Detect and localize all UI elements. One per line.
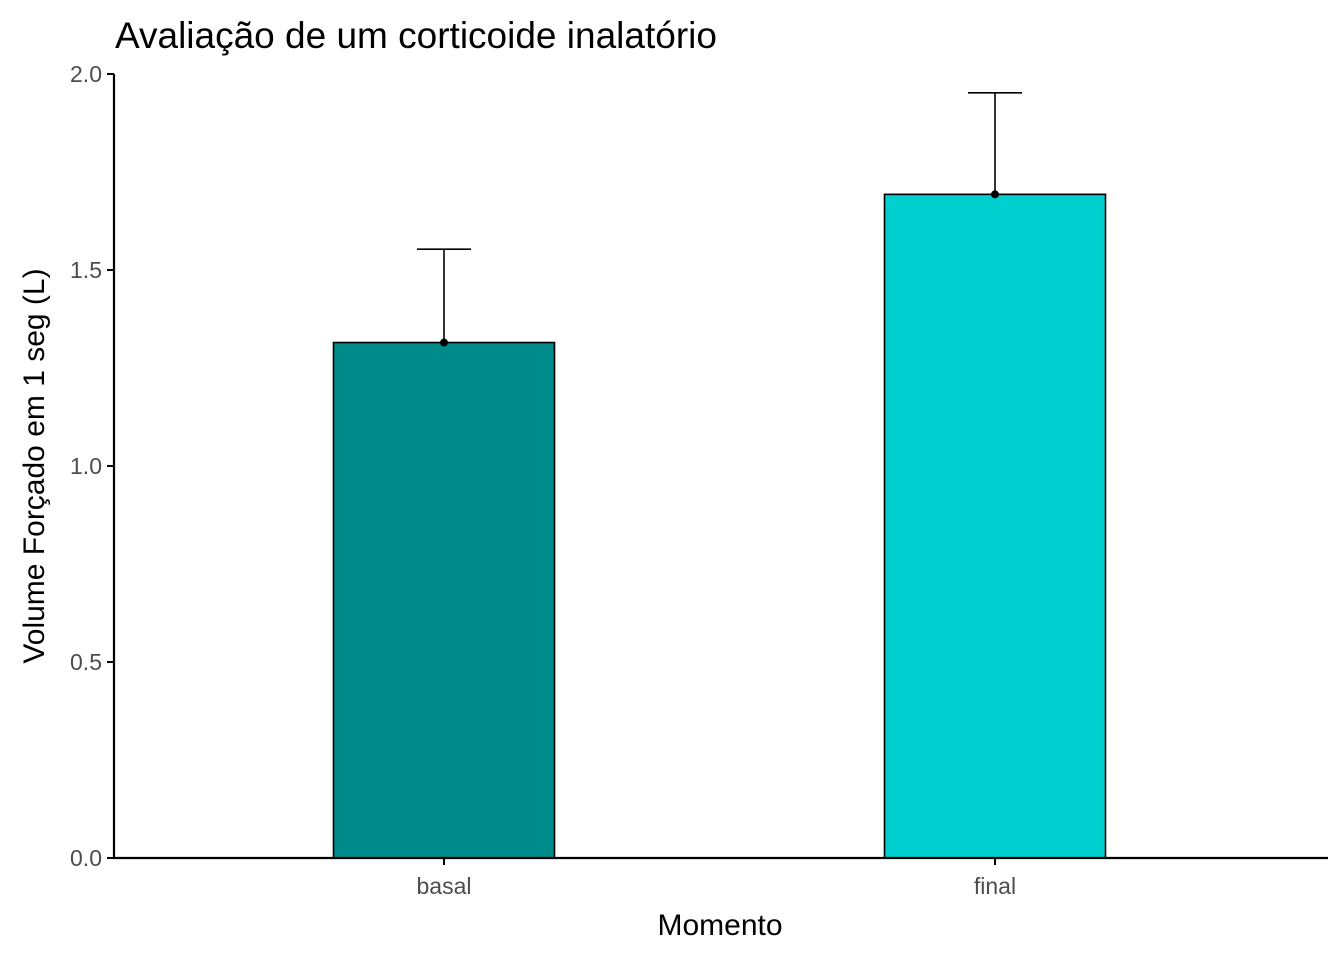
y-axis: 0.0 0.5 1.0 1.5 2.0: [70, 61, 116, 871]
y-tick-label: 0.0: [70, 845, 102, 871]
bar-basal: [332, 341, 556, 859]
x-axis: basal final: [113, 856, 1328, 899]
y-tick-label: 2.0: [70, 61, 102, 87]
y-tick-label: 1.5: [70, 257, 102, 283]
mean-point-basal: [440, 338, 448, 347]
plot-area: [332, 92, 1107, 859]
chart-title: Avaliação de um corticoide inalatório: [115, 15, 717, 56]
y-axis-title: Volume Forçado em 1 seg (L): [18, 268, 51, 663]
x-tick-label: final: [974, 873, 1016, 899]
bar-final: [883, 193, 1107, 859]
y-tick-label: 1.0: [70, 453, 102, 479]
x-tick-label: basal: [417, 873, 472, 899]
mean-point-final: [991, 190, 999, 199]
x-axis-title: Momento: [657, 909, 782, 942]
y-tick-label: 0.5: [70, 649, 102, 675]
